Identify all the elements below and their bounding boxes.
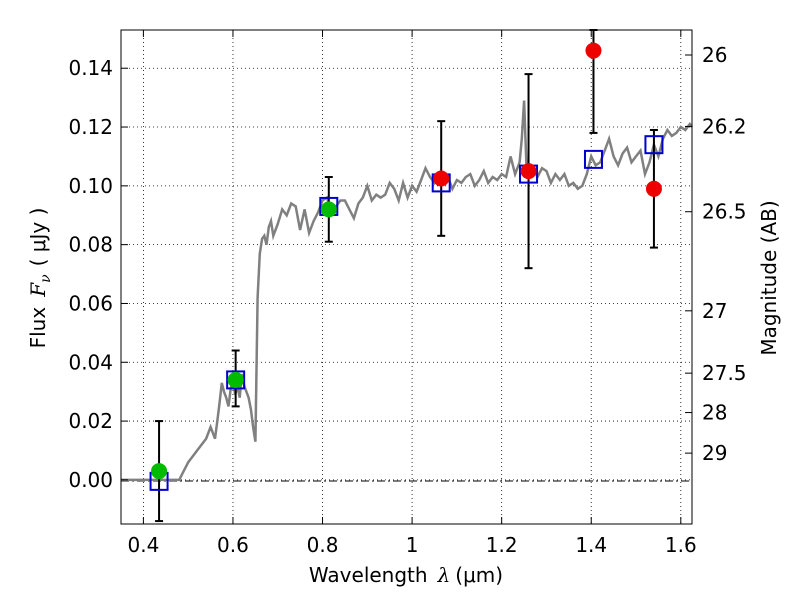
observed-photometry-point [520, 163, 537, 180]
grid [121, 30, 692, 524]
y-axis-title: Flux Fν ( μJy ) [26, 208, 54, 349]
y-tick-label: 0.10 [68, 174, 113, 198]
observed-photometry-point [645, 180, 662, 197]
observed-photometry-point [433, 170, 450, 187]
observed-photometry-point [320, 201, 337, 218]
model-photometry-square [583, 149, 603, 169]
y-axis-title-sub: ν [38, 274, 54, 283]
y-tick-label: 0.00 [68, 468, 113, 492]
observed-photometry-point [585, 42, 602, 59]
x-tick-label: 1.4 [575, 533, 607, 557]
observed-photometry-point [227, 371, 244, 388]
model-photometry-markers [149, 135, 664, 491]
x-tick-label: 1.2 [486, 533, 518, 557]
x-axis-ticks: 0.4 0.6 0.8 1 1.2 1.4 1.6 [127, 30, 697, 557]
magnitude-tick-label: 26.5 [702, 200, 747, 224]
observed-photometry-markers [151, 42, 662, 480]
model-spectrum-line [121, 100, 693, 482]
magnitude-tick-label: 26 [702, 43, 727, 67]
magnitude-tick-label: 28 [702, 401, 727, 425]
model-photometry-square [644, 135, 664, 155]
y-axis-ticks: 0.00 0.02 0.04 0.06 0.08 0.10 0.12 0.14 [68, 56, 128, 492]
y-tick-label: 0.08 [68, 233, 113, 257]
x-axis-title-text: Wavelength [309, 563, 428, 587]
magnitude-tick-label: 27.5 [702, 361, 747, 385]
y-axis-title-unit: ( μJy ) [26, 208, 50, 267]
y-tick-label: 0.06 [68, 291, 113, 315]
x-tick-label: 1 [406, 533, 419, 557]
x-axis-title-unit: (μm) [455, 563, 503, 587]
x-tick-label: 0.4 [127, 533, 159, 557]
x-axis-title: Wavelength λ (μm) [309, 563, 503, 587]
model-photometry-square [226, 370, 246, 390]
x-tick-label: 0.6 [217, 533, 249, 557]
y-tick-label: 0.02 [68, 409, 113, 433]
magnitude-axis-title: Magnitude (AB) [757, 200, 781, 355]
y-tick-label: 0.12 [68, 115, 113, 139]
magnitude-tick-label: 29 [702, 441, 727, 465]
y-tick-label: 0.04 [68, 350, 113, 374]
magnitude-tick-label: 26.2 [702, 114, 747, 138]
y-tick-label: 0.14 [68, 56, 113, 80]
observed-photometry-point [151, 463, 168, 480]
magnitude-tick-label: 27 [702, 299, 727, 323]
plot-frame [120, 29, 693, 525]
y-axis-title-text: Flux [26, 307, 50, 349]
x-tick-label: 1.6 [665, 533, 697, 557]
error-bars [155, 29, 658, 523]
y-axis-title-symbol: F [26, 282, 50, 298]
x-tick-label: 0.8 [307, 533, 339, 557]
magnitude-axis-ticks: 26 26.2 26.5 27 27.5 28 29 [685, 43, 747, 465]
x-axis-title-symbol: λ [437, 563, 451, 587]
